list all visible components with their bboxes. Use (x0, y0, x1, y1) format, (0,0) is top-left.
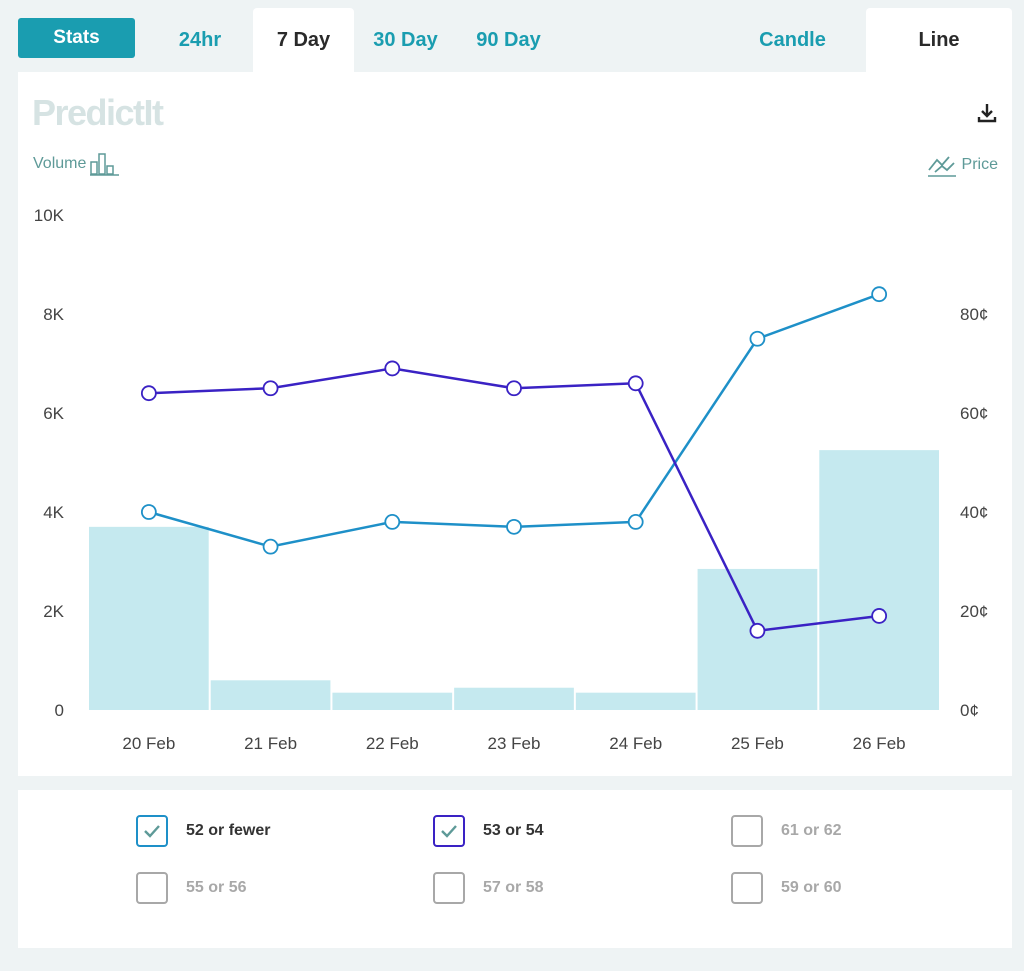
legend-item-52-or-fewer[interactable]: 52 or fewer (136, 815, 270, 847)
price-tick-label: 40¢ (960, 503, 988, 522)
volume-bar (575, 692, 696, 710)
tab-7-day[interactable]: 7 Day (253, 8, 354, 72)
line-chart-icon (927, 156, 956, 177)
series-point (871, 608, 888, 624)
stats-button[interactable]: Stats (18, 18, 135, 58)
series-point (627, 513, 644, 530)
x-tick-label: 24 Feb (609, 734, 662, 753)
legend-label: 55 or 56 (186, 879, 247, 896)
volume-bar (210, 680, 331, 710)
series-point (627, 375, 644, 392)
volume-tick-label: 0 (55, 701, 64, 720)
volume-bar (332, 692, 453, 710)
x-tick-label: 26 Feb (853, 734, 906, 753)
volume-tick-label: 4K (43, 503, 64, 522)
price-axis-label: Price (927, 152, 998, 178)
x-tick-label: 25 Feb (731, 734, 784, 753)
price-tick-label: 20¢ (960, 602, 988, 621)
volume-label-text: Volume (33, 155, 87, 172)
series-point (384, 360, 401, 377)
price-tick-label: 60¢ (960, 404, 988, 423)
volume-bar (89, 526, 209, 710)
legend-label: 61 or 62 (781, 822, 842, 839)
volume-tick-label: 6K (43, 404, 64, 423)
series-point (506, 380, 522, 397)
volume-axis-label: Volume (33, 152, 120, 176)
volume-bar (454, 687, 574, 710)
legend-label: 52 or fewer (186, 822, 271, 839)
volume-bar (819, 450, 939, 710)
legend-item-59-or-60[interactable]: 59 or 60 (731, 872, 841, 904)
series-line (148, 293, 880, 548)
bar-chart-icon (90, 153, 120, 176)
download-icon[interactable] (976, 102, 998, 124)
series-point (384, 513, 401, 530)
series-point (749, 622, 766, 639)
volume-bar (697, 568, 818, 710)
tab-candle[interactable]: Candle (759, 28, 826, 51)
tab-bar: Stats 24hr 7 Day 30 Day 90 Day Candle Li… (0, 0, 1024, 72)
x-tick-label: 22 Feb (366, 734, 419, 753)
volume-tick-label: 2K (43, 602, 64, 621)
volume-tick-label: 10K (34, 206, 65, 225)
legend-checkbox[interactable] (433, 815, 465, 847)
legend-item-55-or-56[interactable]: 55 or 56 (136, 872, 246, 904)
legend-item-57-or-58[interactable]: 57 or 58 (433, 872, 543, 904)
legend-checkbox[interactable] (136, 872, 168, 904)
legend-checkbox[interactable] (433, 872, 465, 904)
tab-90-day[interactable]: 90 Day (476, 28, 541, 51)
tab-24hr[interactable]: 24hr (178, 28, 222, 51)
legend-panel: 52 or fewer 53 or 54 61 or 62 55 or 56 5… (18, 790, 1012, 948)
legend-label: 53 or 54 (483, 822, 544, 839)
chart-panel: PredictIt Volume Price 0 2K 4K 6K 8K 10K 0¢ 20¢… (18, 72, 1012, 776)
series-point (262, 380, 279, 397)
predictit-logo: PredictIt (32, 92, 164, 133)
tab-line[interactable]: Line (866, 8, 1012, 72)
x-tick-label: 21 Feb (244, 734, 297, 753)
check-icon (144, 825, 160, 838)
series-point (140, 385, 157, 402)
legend-checkbox[interactable] (731, 872, 763, 904)
legend-label: 57 or 58 (483, 879, 544, 896)
check-icon (441, 825, 457, 838)
price-tick-label: 80¢ (960, 305, 988, 324)
legend-checkbox[interactable] (136, 815, 168, 847)
legend-item-53-or-54[interactable]: 53 or 54 (433, 815, 543, 847)
series-point (140, 504, 157, 520)
legend-label: 59 or 60 (781, 879, 842, 896)
volume-tick-label: 8K (43, 305, 64, 324)
tab-30-day[interactable]: 30 Day (373, 28, 438, 51)
price-volume-chart: 0 2K 4K 6K 8K 10K 0¢ 20¢ 40¢ 60¢ 80¢ 20 Feb 21 Feb 22… (34, 206, 989, 753)
x-tick-label: 20 Feb (122, 734, 175, 753)
series-point (871, 286, 888, 303)
x-tick-label: 23 Feb (488, 734, 541, 753)
legend-item-61-or-62[interactable]: 61 or 62 (731, 815, 841, 847)
series-point (506, 518, 522, 535)
price-label-text: Price (961, 156, 998, 173)
legend-checkbox[interactable] (731, 815, 763, 847)
series-point (749, 330, 766, 347)
price-tick-label: 0¢ (960, 701, 979, 720)
series-point (262, 538, 279, 555)
